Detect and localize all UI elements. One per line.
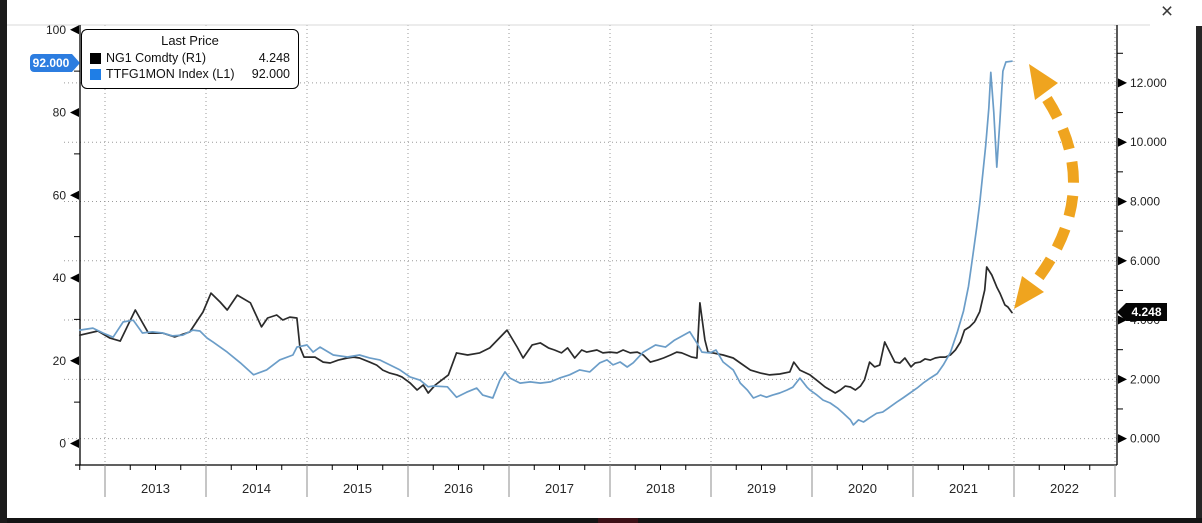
ng1-swatch-icon bbox=[90, 52, 101, 64]
legend-value: 92.000 bbox=[251, 67, 290, 81]
svg-text:2016: 2016 bbox=[444, 481, 473, 496]
svg-text:6.000: 6.000 bbox=[1130, 254, 1160, 268]
left-axis-price-tag: 92.000 bbox=[30, 54, 80, 72]
svg-text:8.000: 8.000 bbox=[1130, 194, 1160, 208]
right-axis-price-tag: 4.248 bbox=[1117, 303, 1167, 321]
svg-text:100: 100 bbox=[46, 23, 66, 37]
svg-text:2014: 2014 bbox=[242, 481, 271, 496]
legend-title: Last Price bbox=[161, 33, 219, 48]
svg-text:40: 40 bbox=[53, 271, 67, 285]
taskbar-accent bbox=[598, 518, 638, 523]
svg-text:2015: 2015 bbox=[343, 481, 372, 496]
close-icon[interactable]: × bbox=[1160, 0, 1174, 23]
svg-text:2020: 2020 bbox=[848, 481, 877, 496]
chart-legend: Last Price NG1 Comdty (R1) 4.248 TTFG1MO… bbox=[81, 29, 299, 89]
svg-text:2013: 2013 bbox=[141, 481, 170, 496]
legend-row-ttf: TTFG1MON Index (L1) 92.000 bbox=[90, 66, 290, 82]
svg-text:2021: 2021 bbox=[949, 481, 978, 496]
svg-text:2022: 2022 bbox=[1050, 481, 1079, 496]
svg-text:2017: 2017 bbox=[545, 481, 574, 496]
svg-text:0.000: 0.000 bbox=[1130, 432, 1160, 446]
svg-text:2019: 2019 bbox=[747, 481, 776, 496]
svg-text:60: 60 bbox=[53, 188, 67, 202]
svg-text:0: 0 bbox=[59, 437, 66, 451]
svg-text:12.000: 12.000 bbox=[1130, 76, 1167, 90]
svg-text:10.000: 10.000 bbox=[1130, 135, 1167, 149]
legend-label: TTFG1MON Index (L1) bbox=[106, 67, 235, 81]
window-left-edge bbox=[0, 0, 7, 523]
svg-text:20: 20 bbox=[53, 354, 67, 368]
legend-value: 4.248 bbox=[258, 51, 290, 65]
ttf-swatch-icon bbox=[90, 68, 101, 80]
legend-label: NG1 Comdty (R1) bbox=[106, 51, 207, 65]
window-right-edge bbox=[1196, 26, 1202, 523]
svg-text:2.000: 2.000 bbox=[1130, 372, 1160, 386]
svg-text:80: 80 bbox=[53, 106, 67, 120]
legend-row-ng1: NG1 Comdty (R1) 4.248 bbox=[90, 50, 290, 66]
svg-text:2018: 2018 bbox=[646, 481, 675, 496]
